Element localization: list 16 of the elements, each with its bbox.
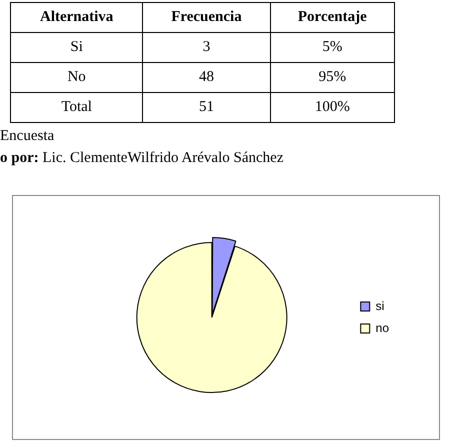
legend-label: si [376,298,384,313]
text: 48 [142,62,270,92]
text: 5% [270,32,394,62]
text: 100% [270,92,394,122]
text: 3 [142,32,270,62]
text: 51 [142,92,270,122]
text: Alternativa [10,2,143,32]
text: Si [10,32,143,62]
text: No [10,62,143,92]
text: Total [10,92,143,122]
text: 95% [270,62,394,92]
text: o por: Lic. ClementeWilfrido Arévalo Sánchez [0,150,284,167]
text: Porcentaje [270,2,394,32]
text: Encuesta [0,128,54,145]
legend-label: no [376,320,390,335]
text: Frecuencia [142,2,270,32]
